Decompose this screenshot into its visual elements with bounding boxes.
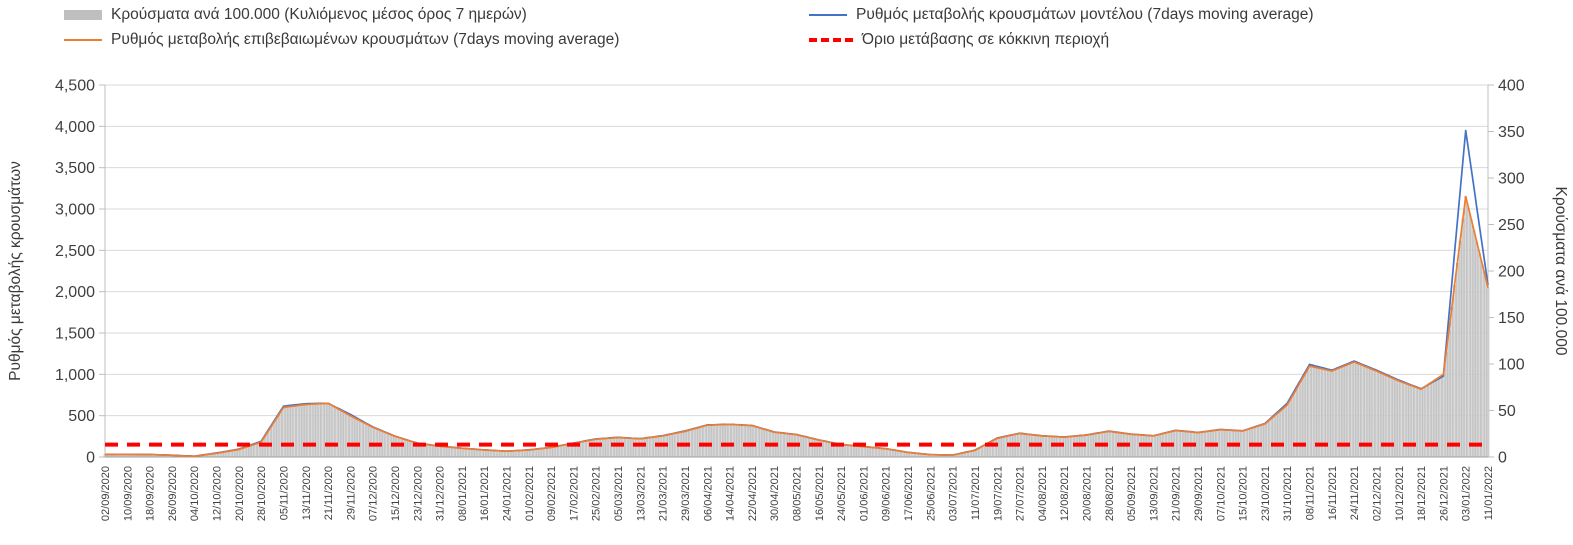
svg-text:08/05/2021: 08/05/2021 <box>792 466 804 521</box>
svg-text:15/12/2020: 15/12/2020 <box>390 466 402 521</box>
legend-item-confirmed-rate: Ρυθμός μεταβολής επιβεβαιωμένων κρουσμάτ… <box>64 31 809 49</box>
svg-text:29/03/2021: 29/03/2021 <box>680 466 692 521</box>
svg-text:50: 50 <box>1498 403 1516 420</box>
svg-text:12/08/2021: 12/08/2021 <box>1059 466 1071 521</box>
svg-text:28/08/2021: 28/08/2021 <box>1104 466 1116 521</box>
svg-text:2,000: 2,000 <box>55 284 95 301</box>
svg-text:16/01/2021: 16/01/2021 <box>479 466 491 521</box>
legend-label-red-threshold: Όριο μετάβασης σε κόκκινη περιοχή <box>862 31 1110 48</box>
svg-text:100: 100 <box>1498 357 1525 374</box>
svg-text:350: 350 <box>1498 124 1525 141</box>
svg-text:05/03/2021: 05/03/2021 <box>613 466 625 521</box>
svg-text:27/07/2021: 27/07/2021 <box>1015 466 1027 521</box>
svg-text:06/04/2021: 06/04/2021 <box>702 466 714 521</box>
svg-text:17/06/2021: 17/06/2021 <box>903 466 915 521</box>
svg-text:26/12/2021: 26/12/2021 <box>1438 466 1450 521</box>
svg-text:14/04/2021: 14/04/2021 <box>725 466 737 521</box>
svg-text:02/09/2020: 02/09/2020 <box>100 466 112 521</box>
svg-text:150: 150 <box>1498 310 1525 327</box>
svg-text:250: 250 <box>1498 217 1525 234</box>
svg-text:24/05/2021: 24/05/2021 <box>836 466 848 521</box>
svg-text:16/05/2021: 16/05/2021 <box>814 466 826 521</box>
svg-text:Ρυθμός μεταβολής κρουσμάτων: Ρυθμός μεταβολής κρουσμάτων <box>7 161 24 381</box>
svg-text:04/10/2020: 04/10/2020 <box>189 466 201 521</box>
svg-text:25/02/2021: 25/02/2021 <box>591 466 603 521</box>
svg-text:0: 0 <box>1498 450 1507 467</box>
svg-text:31/12/2020: 31/12/2020 <box>435 466 447 521</box>
legend-item-cases-per-100k: Κρούσματα ανά 100.000 (Κυλιόμενος μέσος … <box>64 6 809 24</box>
svg-text:500: 500 <box>68 408 95 425</box>
bar-series-swatch-icon <box>64 10 102 20</box>
svg-text:20/08/2021: 20/08/2021 <box>1081 466 1093 521</box>
svg-text:1,500: 1,500 <box>55 326 95 343</box>
svg-text:4,000: 4,000 <box>55 119 95 136</box>
svg-text:07/12/2020: 07/12/2020 <box>368 466 380 521</box>
svg-text:08/11/2021: 08/11/2021 <box>1305 466 1317 520</box>
legend-label-cases-per-100k: Κρούσματα ανά 100.000 (Κυλιόμενος μέσος … <box>111 6 527 23</box>
svg-text:10/12/2021: 10/12/2021 <box>1394 466 1406 521</box>
svg-text:26/09/2020: 26/09/2020 <box>167 466 179 521</box>
model-line-swatch-icon <box>809 14 847 16</box>
svg-text:13/03/2021: 13/03/2021 <box>635 466 647 521</box>
svg-text:17/02/2021: 17/02/2021 <box>568 466 580 521</box>
svg-text:22/04/2021: 22/04/2021 <box>747 466 759 521</box>
svg-text:10/09/2020: 10/09/2020 <box>122 466 134 521</box>
confirmed-line-swatch-icon <box>64 39 102 41</box>
svg-text:04/08/2021: 04/08/2021 <box>1037 466 1049 521</box>
svg-text:30/04/2021: 30/04/2021 <box>769 466 781 521</box>
legend-label-model-rate: Ρυθμός μεταβολής κρουσμάτων μοντέλου (7d… <box>856 6 1314 23</box>
svg-text:03/07/2021: 03/07/2021 <box>948 466 960 521</box>
svg-text:25/06/2021: 25/06/2021 <box>925 466 937 521</box>
legend-item-model-rate: Ρυθμός μεταβολής κρουσμάτων μοντέλου (7d… <box>809 6 1314 24</box>
legend-item-red-threshold: Όριο μετάβασης σε κόκκινη περιοχή <box>809 31 1314 49</box>
chart-legend: Κρούσματα ανά 100.000 (Κυλιόμενος μέσος … <box>64 6 1314 49</box>
svg-text:12/10/2020: 12/10/2020 <box>212 466 224 521</box>
svg-text:16/11/2021: 16/11/2021 <box>1327 466 1339 520</box>
svg-text:13/11/2020: 13/11/2020 <box>301 466 313 520</box>
svg-text:18/12/2021: 18/12/2021 <box>1416 466 1428 521</box>
svg-text:0: 0 <box>86 450 95 467</box>
svg-text:29/09/2021: 29/09/2021 <box>1193 466 1205 521</box>
svg-text:21/11/2020: 21/11/2020 <box>323 466 335 520</box>
svg-text:24/11/2021: 24/11/2021 <box>1349 466 1361 520</box>
svg-text:20/10/2020: 20/10/2020 <box>234 466 246 521</box>
svg-text:01/02/2021: 01/02/2021 <box>524 466 536 521</box>
svg-text:05/09/2021: 05/09/2021 <box>1126 466 1138 521</box>
svg-text:300: 300 <box>1498 171 1525 188</box>
svg-text:28/10/2020: 28/10/2020 <box>256 466 268 521</box>
svg-text:09/06/2021: 09/06/2021 <box>881 466 893 521</box>
svg-text:01/06/2021: 01/06/2021 <box>858 466 870 521</box>
svg-text:24/01/2021: 24/01/2021 <box>502 466 514 521</box>
svg-text:4,500: 4,500 <box>55 78 95 95</box>
svg-text:18/09/2020: 18/09/2020 <box>145 466 157 521</box>
threshold-line-swatch-icon <box>809 38 853 42</box>
svg-text:09/02/2021: 09/02/2021 <box>546 466 558 521</box>
svg-text:23/12/2020: 23/12/2020 <box>412 466 424 521</box>
legend-label-confirmed-rate: Ρυθμός μεταβολής επιβεβαιωμένων κρουσμάτ… <box>111 31 620 48</box>
svg-text:11/01/2022: 11/01/2022 <box>1483 466 1495 520</box>
svg-text:3,500: 3,500 <box>55 160 95 177</box>
svg-text:19/07/2021: 19/07/2021 <box>992 466 1004 521</box>
svg-text:11/07/2021: 11/07/2021 <box>970 466 982 520</box>
svg-text:15/10/2021: 15/10/2021 <box>1238 466 1250 521</box>
svg-text:23/10/2021: 23/10/2021 <box>1260 466 1272 521</box>
svg-text:Κρούσματα ανά 100.000: Κρούσματα ανά 100.000 <box>1552 187 1569 356</box>
svg-text:21/09/2021: 21/09/2021 <box>1171 466 1183 521</box>
svg-text:03/01/2022: 03/01/2022 <box>1461 466 1473 521</box>
svg-text:200: 200 <box>1498 264 1525 281</box>
svg-text:1,000: 1,000 <box>55 367 95 384</box>
svg-text:21/03/2021: 21/03/2021 <box>658 466 670 521</box>
svg-text:3,000: 3,000 <box>55 202 95 219</box>
svg-text:02/12/2021: 02/12/2021 <box>1371 466 1383 521</box>
svg-text:07/10/2021: 07/10/2021 <box>1215 466 1227 521</box>
svg-text:08/01/2021: 08/01/2021 <box>457 466 469 521</box>
svg-text:2,500: 2,500 <box>55 243 95 260</box>
svg-text:13/09/2021: 13/09/2021 <box>1148 466 1160 521</box>
svg-text:31/10/2021: 31/10/2021 <box>1282 466 1294 521</box>
svg-text:400: 400 <box>1498 78 1525 95</box>
svg-text:29/11/2020: 29/11/2020 <box>345 466 357 520</box>
svg-text:05/11/2020: 05/11/2020 <box>278 466 290 520</box>
